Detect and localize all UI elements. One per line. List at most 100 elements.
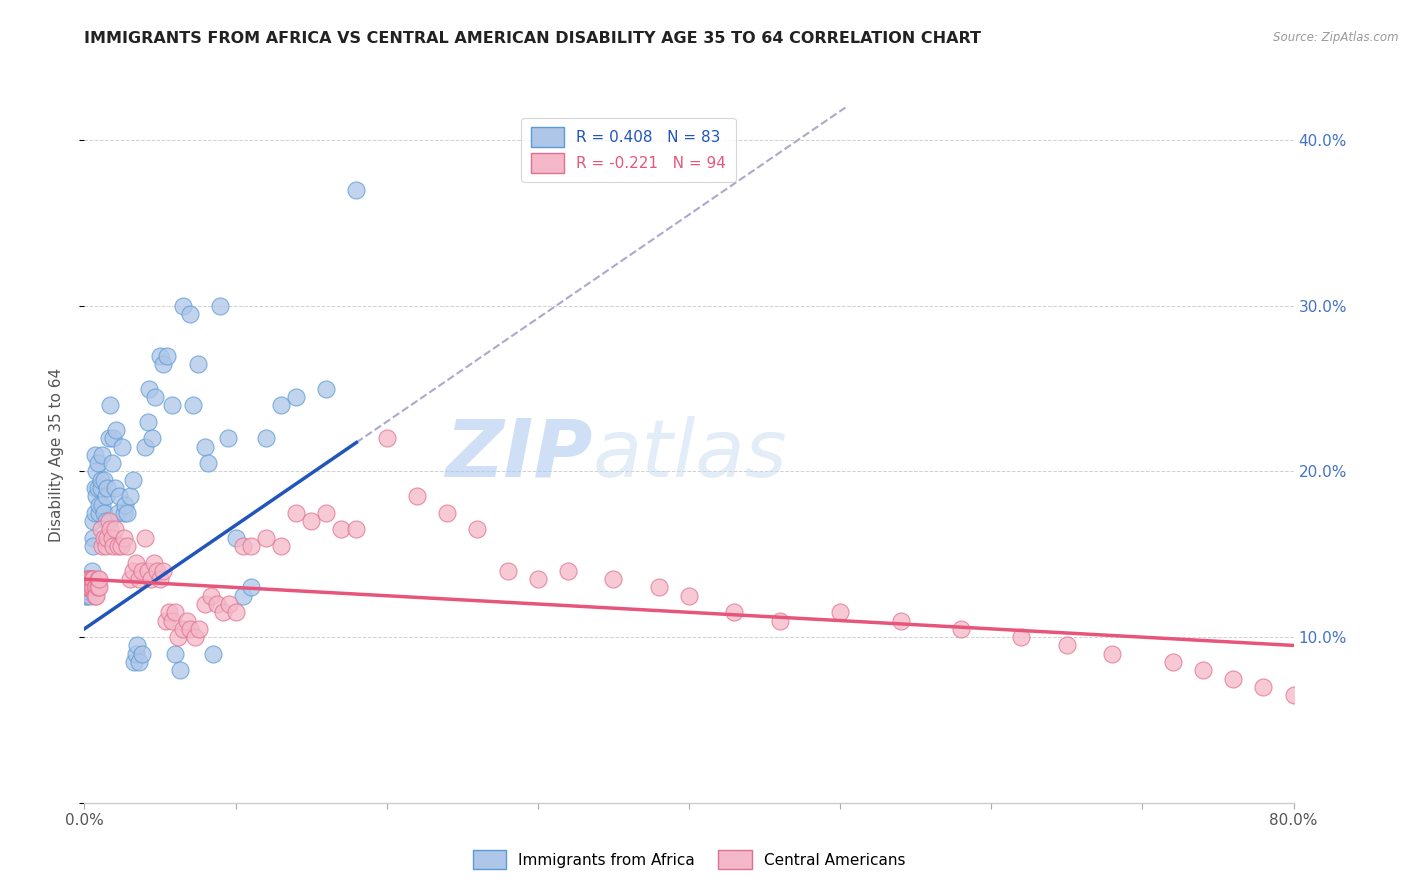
Point <box>80 564 103 578</box>
Point <box>678 589 700 603</box>
Point <box>330 523 353 537</box>
Point <box>950 622 973 636</box>
Point <box>101 539 124 553</box>
Point <box>232 539 254 553</box>
Point <box>80 572 103 586</box>
Point <box>179 307 201 321</box>
Point <box>146 564 169 578</box>
Point <box>165 647 187 661</box>
Point <box>157 605 180 619</box>
Point <box>107 539 129 553</box>
Text: IMMIGRANTS FROM AFRICA VS CENTRAL AMERICAN DISABILITY AGE 35 TO 64 CORRELATION C: IMMIGRANTS FROM AFRICA VS CENTRAL AMERIC… <box>84 31 981 46</box>
Point <box>346 183 368 197</box>
Point <box>84 481 107 495</box>
Point <box>112 531 135 545</box>
Point <box>127 639 149 653</box>
Point <box>125 647 148 661</box>
Point <box>115 506 138 520</box>
Point <box>187 357 209 371</box>
Point <box>114 498 136 512</box>
Point <box>128 655 150 669</box>
Point <box>93 506 115 520</box>
Point <box>197 456 219 470</box>
Point <box>225 605 247 619</box>
Point <box>188 622 211 636</box>
Point <box>183 630 205 644</box>
Point <box>84 448 107 462</box>
Point <box>75 581 97 595</box>
Point <box>165 605 187 619</box>
Y-axis label: Disability Age 35 to 64: Disability Age 35 to 64 <box>49 368 63 542</box>
Point <box>149 349 172 363</box>
Point <box>121 473 143 487</box>
Point <box>149 572 172 586</box>
Point <box>77 583 100 598</box>
Point <box>87 456 110 470</box>
Point <box>134 531 156 545</box>
Point <box>496 564 519 578</box>
Point <box>91 539 114 553</box>
Text: Source: ZipAtlas.com: Source: ZipAtlas.com <box>1274 31 1399 45</box>
Point <box>93 473 115 487</box>
Legend: R = 0.408   N = 83, R = -0.221   N = 94: R = 0.408 N = 83, R = -0.221 N = 94 <box>522 118 735 182</box>
Point <box>100 456 122 470</box>
Point <box>121 564 143 578</box>
Legend: Immigrants from Africa, Central Americans: Immigrants from Africa, Central American… <box>467 844 911 875</box>
Point <box>82 514 104 528</box>
Point <box>155 614 177 628</box>
Point <box>76 581 98 595</box>
Point <box>172 299 194 313</box>
Point <box>134 440 156 454</box>
Point <box>723 605 745 619</box>
Point <box>1056 639 1078 653</box>
Point <box>90 473 112 487</box>
Point <box>138 382 160 396</box>
Point <box>1222 672 1244 686</box>
Point <box>201 647 224 661</box>
Point <box>270 398 292 412</box>
Point <box>142 556 165 570</box>
Point <box>527 572 550 586</box>
Point <box>375 431 398 445</box>
Point <box>84 589 107 603</box>
Text: atlas: atlas <box>592 416 787 494</box>
Point <box>96 531 118 545</box>
Point <box>79 572 101 586</box>
Point <box>167 630 190 644</box>
Point <box>111 440 134 454</box>
Point <box>82 581 104 595</box>
Point <box>254 431 277 445</box>
Point <box>648 581 671 595</box>
Point <box>75 572 97 586</box>
Point <box>890 614 912 628</box>
Point <box>160 398 183 412</box>
Point <box>169 663 191 677</box>
Point <box>76 589 98 603</box>
Point <box>217 431 239 445</box>
Point <box>77 572 100 586</box>
Point <box>315 382 337 396</box>
Point <box>557 564 579 578</box>
Point <box>90 523 112 537</box>
Point <box>830 605 852 619</box>
Point <box>118 572 141 586</box>
Point <box>239 539 262 553</box>
Point <box>212 605 235 619</box>
Point <box>91 448 114 462</box>
Point <box>122 655 145 669</box>
Point <box>82 539 104 553</box>
Point <box>270 539 292 553</box>
Point <box>139 572 162 586</box>
Point <box>152 357 174 371</box>
Point <box>145 390 167 404</box>
Point <box>75 581 97 595</box>
Point <box>76 572 98 586</box>
Point <box>90 481 112 495</box>
Point <box>1101 647 1123 661</box>
Point <box>82 531 104 545</box>
Point <box>76 583 98 598</box>
Point <box>97 431 120 445</box>
Point <box>86 589 108 603</box>
Point <box>79 572 101 586</box>
Point <box>86 581 108 595</box>
